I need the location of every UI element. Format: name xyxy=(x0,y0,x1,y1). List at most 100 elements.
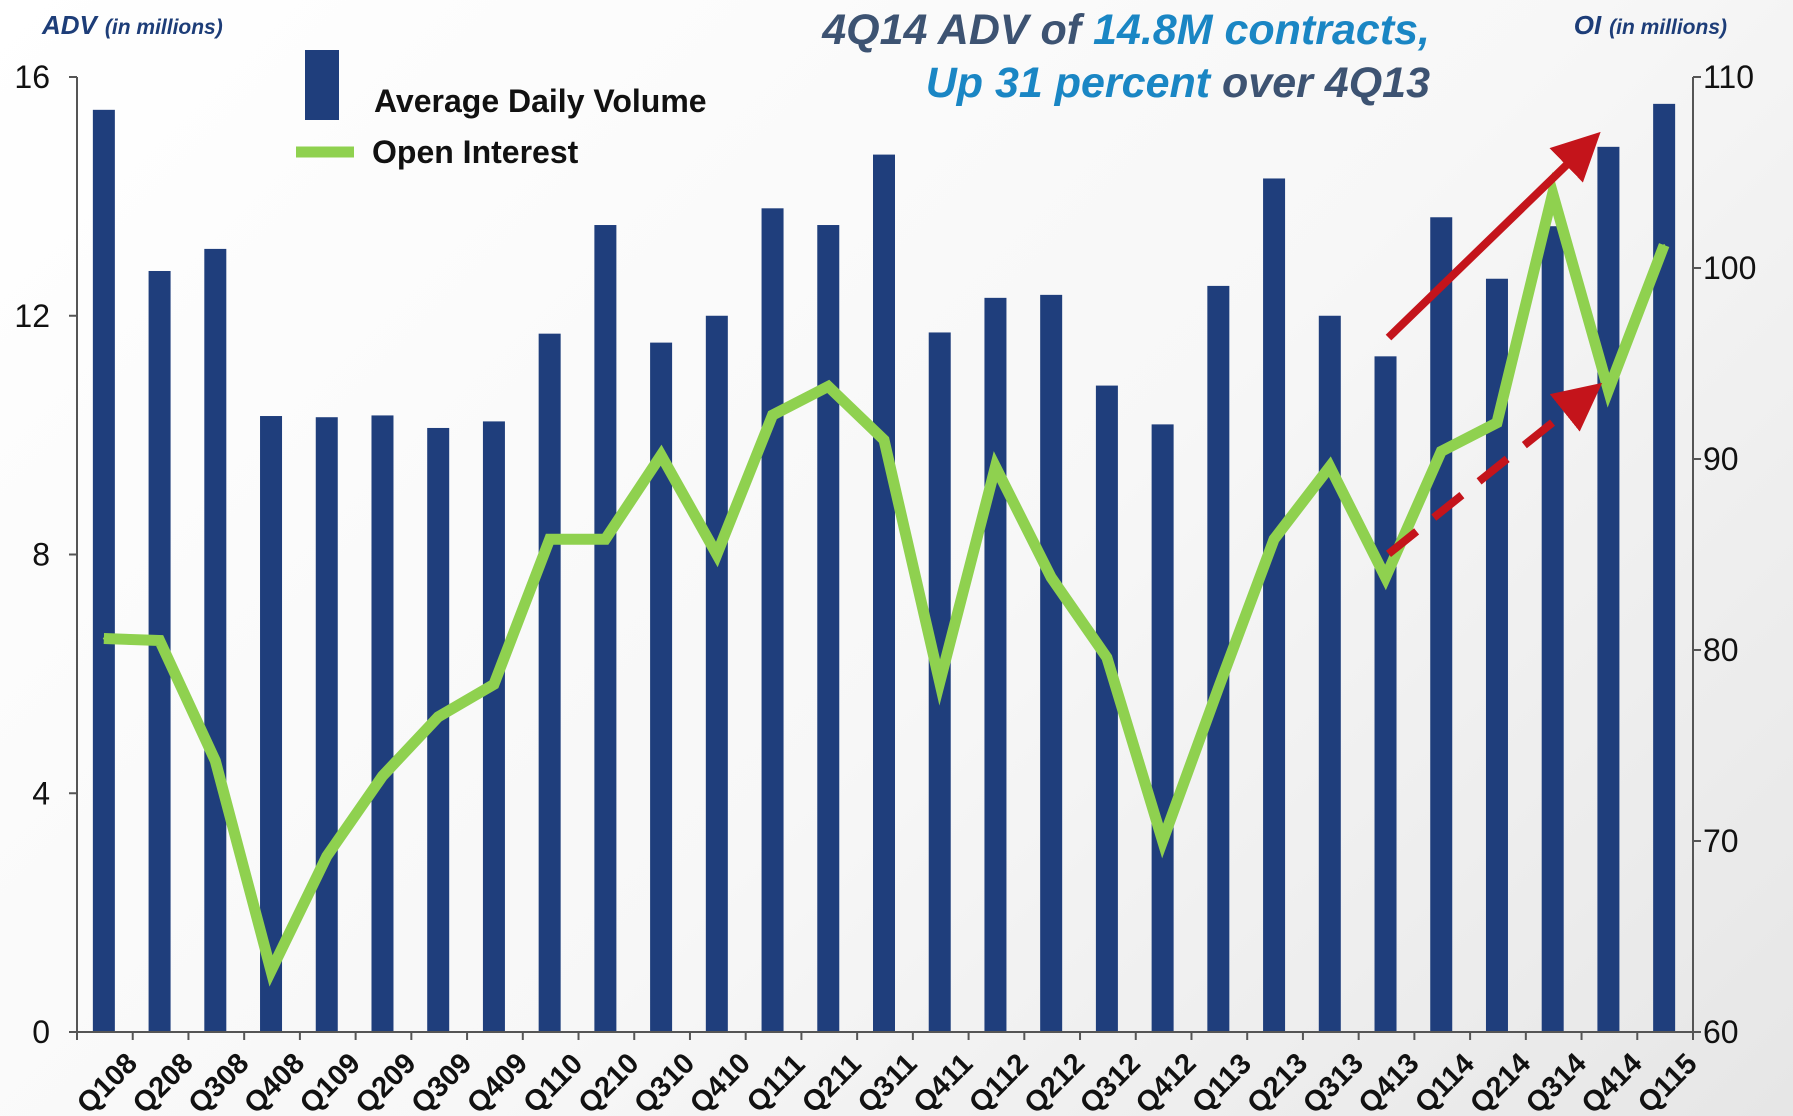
right-tick-label-60: 60 xyxy=(1703,1014,1739,1050)
bar-4Q412 xyxy=(1151,424,1174,1033)
x-tick-label-4Q412: Q412 xyxy=(1130,1047,1203,1116)
left-tick-label-8: 8 xyxy=(32,537,50,573)
headline-line-2: Up 31 percent over 4Q13 xyxy=(926,59,1430,107)
headline-line-1: 4Q14 ADV of 14.8M contracts, xyxy=(821,6,1430,54)
x-tick-label-1Q113: Q113 xyxy=(1186,1048,1258,1116)
open-interest-point-3Q314 xyxy=(1551,192,1554,195)
x-tick-label-4Q410: Q410 xyxy=(684,1047,757,1116)
open-interest-point-4Q408 xyxy=(270,969,273,972)
right-tick-label-80: 80 xyxy=(1703,632,1739,668)
open-interest-point-2Q208 xyxy=(158,639,161,642)
bar-3Q309 xyxy=(427,427,450,1032)
open-interest-point-2Q212 xyxy=(1050,576,1053,579)
open-interest-point-3Q309 xyxy=(437,715,440,718)
headline-line-1-part-0: 4Q14 ADV of xyxy=(821,6,1093,54)
bar-2Q213 xyxy=(1263,178,1286,1032)
x-tick-label-4Q414: Q414 xyxy=(1576,1047,1649,1116)
open-interest-point-4Q412 xyxy=(1161,840,1164,842)
bar-4Q413 xyxy=(1374,356,1397,1032)
left-axis-label: ADV xyxy=(41,10,100,40)
right-axis-unit: (in millions) xyxy=(1609,16,1727,39)
right-axis-label: OI xyxy=(1574,10,1602,40)
open-interest-point-1Q108 xyxy=(102,637,105,640)
legend-swatch-bar xyxy=(305,50,339,120)
bar-1Q111 xyxy=(761,208,784,1032)
left-tick-label-12: 12 xyxy=(14,298,50,334)
x-tick-label-2Q210: Q210 xyxy=(573,1047,646,1116)
left-tick-label-4: 4 xyxy=(32,775,50,811)
open-interest-point-4Q411 xyxy=(938,681,941,684)
open-interest-point-3Q311 xyxy=(883,438,885,441)
open-interest-point-2Q214 xyxy=(1495,421,1498,424)
open-interest-point-3Q310 xyxy=(660,454,663,457)
x-tick-label-1Q108: Q108 xyxy=(71,1047,144,1116)
x-tick-label-2Q208: Q208 xyxy=(127,1047,200,1116)
left-axis-unit: (in millions) xyxy=(105,16,223,39)
x-tick-label-1Q114: Q114 xyxy=(1409,1048,1481,1116)
open-interest-point-1Q109 xyxy=(325,855,328,858)
x-tick-label-4Q411: Q411 xyxy=(908,1048,980,1116)
x-tick-label-1Q115: Q115 xyxy=(1632,1048,1704,1116)
bar-4Q410 xyxy=(705,315,728,1032)
open-interest-point-2Q210 xyxy=(604,538,607,541)
open-interest-point-1Q114 xyxy=(1440,450,1443,453)
right-tick-label-110: 110 xyxy=(1703,59,1754,95)
line-series-group xyxy=(102,171,1670,987)
left-axis-title: ADV (in millions) xyxy=(41,10,223,40)
bar-1Q112 xyxy=(984,297,1007,1032)
x-tick-label-1Q111: Q111 xyxy=(741,1048,812,1116)
x-tick-label-3Q312: Q312 xyxy=(1074,1047,1147,1116)
bar-3Q310 xyxy=(650,342,673,1032)
bar-1Q113 xyxy=(1207,285,1230,1032)
bar-1Q110 xyxy=(538,333,561,1032)
x-tick-label-4Q408: Q408 xyxy=(238,1047,311,1116)
bar-3Q314 xyxy=(1541,226,1564,1032)
open-interest-point-2Q213 xyxy=(1273,538,1276,541)
x-tick-label-2Q213: Q213 xyxy=(1241,1047,1314,1116)
bar-3Q312 xyxy=(1095,385,1118,1033)
open-interest-point-3Q308 xyxy=(214,759,217,762)
bar-3Q313 xyxy=(1318,315,1341,1032)
legend-label-bar: Average Daily Volume xyxy=(374,83,707,119)
left-tick-label-0: 0 xyxy=(32,1014,50,1050)
x-tick-label-3Q314: Q314 xyxy=(1520,1047,1593,1116)
bar-1Q109 xyxy=(315,417,338,1032)
legend: Average Daily Volume Open Interest xyxy=(296,50,707,170)
bar-1Q114 xyxy=(1430,217,1453,1032)
right-tick-label-70: 70 xyxy=(1703,823,1739,859)
x-tick-label-3Q310: Q310 xyxy=(628,1047,701,1116)
headline-line-2-part-0: Up 31 percent xyxy=(926,59,1222,107)
legend-label-line: Open Interest xyxy=(372,134,579,170)
open-interest-point-4Q409 xyxy=(492,683,495,686)
open-interest-point-2Q209 xyxy=(381,775,384,778)
x-tick-label-2Q209: Q209 xyxy=(350,1047,423,1116)
open-interest-point-2Q211 xyxy=(827,385,830,388)
annotations xyxy=(1385,131,1603,557)
open-interest-point-4Q413 xyxy=(1384,576,1387,579)
bar-3Q311 xyxy=(873,154,895,1032)
bar-3Q308 xyxy=(204,248,227,1032)
x-tick-label-4Q413: Q413 xyxy=(1353,1047,1426,1116)
open-interest-point-3Q312 xyxy=(1105,656,1108,659)
x-tick-label-2Q214: Q214 xyxy=(1464,1047,1537,1116)
right-tick-label-100: 100 xyxy=(1703,250,1756,286)
annotation-arrow-dashed xyxy=(1386,382,1603,557)
open-interest-point-1Q115 xyxy=(1663,244,1666,247)
headline-line-1-part-1: 14.8M contracts, xyxy=(1093,6,1430,54)
headline-line-2-part-1: over 4Q13 xyxy=(1222,59,1430,107)
open-interest-point-1Q112 xyxy=(994,465,997,468)
x-tick-label-1Q112: Q112 xyxy=(963,1048,1035,1116)
annotation-arrow-solid xyxy=(1385,131,1601,341)
bar-2Q212 xyxy=(1040,294,1063,1032)
x-tick-label-2Q212: Q212 xyxy=(1018,1047,1091,1116)
bar-1Q115 xyxy=(1653,103,1676,1032)
x-tick-label-3Q311: Q311 xyxy=(852,1048,924,1116)
bar-4Q408 xyxy=(260,416,283,1032)
bar-2Q210 xyxy=(594,225,617,1032)
open-interest-point-1Q113 xyxy=(1217,687,1220,690)
right-tick-label-90: 90 xyxy=(1703,441,1739,477)
x-tick-label-3Q313: Q313 xyxy=(1297,1047,1370,1116)
open-interest-point-4Q414 xyxy=(1607,389,1610,392)
